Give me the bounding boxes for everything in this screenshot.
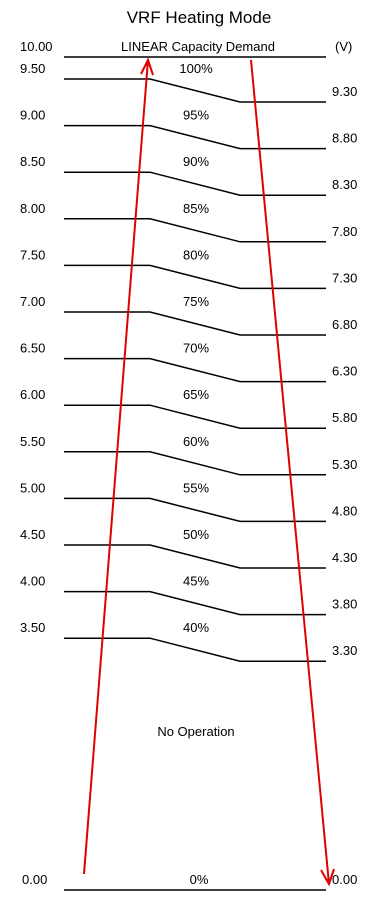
- step-off-voltage: 8.80: [332, 131, 357, 146]
- step-off-voltage: 7.80: [332, 224, 357, 239]
- bottom-percent-label: 0%: [190, 872, 209, 887]
- decrease-arrow-head: [320, 868, 335, 887]
- step-off-voltage: 6.30: [332, 364, 357, 379]
- step-on-voltage: 7.50: [20, 247, 45, 262]
- step-percent: 75%: [183, 294, 209, 309]
- step-on-voltage: 4.50: [20, 527, 45, 542]
- step-percent: 70%: [183, 341, 209, 356]
- step-on-voltage: 3.50: [20, 620, 45, 635]
- step-line: [64, 544, 326, 569]
- step-on-voltage: 5.50: [20, 434, 45, 449]
- bottom-right-voltage: 0.00: [332, 872, 357, 887]
- step-group: 9.50 100% 9.30 9.00 95% 8.80 8.50 90% 8.30 8.00 85…: [20, 61, 357, 662]
- step-percent: 45%: [183, 574, 209, 589]
- step-off-voltage: 4.80: [332, 503, 357, 518]
- increase-arrow-shaft: [83, 59, 149, 875]
- step-percent: 55%: [183, 480, 209, 495]
- increase-arrow-head: [140, 57, 154, 76]
- step-on-voltage: 6.00: [20, 387, 45, 402]
- step-line: [64, 218, 326, 243]
- bottom-left-voltage: 0.00: [22, 872, 47, 887]
- step-off-voltage: 5.80: [332, 410, 357, 425]
- step-percent: 95%: [183, 108, 209, 123]
- step-line: [64, 311, 326, 336]
- decrease-arrow-shaft: [250, 59, 330, 885]
- step-percent: 100%: [179, 61, 213, 76]
- step-off-voltage: 3.80: [332, 597, 357, 612]
- step-off-voltage: 9.30: [332, 84, 357, 99]
- step-on-voltage: 6.50: [20, 341, 45, 356]
- step-on-voltage: 9.50: [20, 61, 45, 76]
- step-off-voltage: 6.80: [332, 317, 357, 332]
- step-on-voltage: 5.00: [20, 480, 45, 495]
- step-line: [64, 171, 326, 196]
- step-off-voltage: 4.30: [332, 550, 357, 565]
- increase-arrow: [83, 57, 154, 875]
- step-percent: 80%: [183, 247, 209, 262]
- top-voltage-label: 10.00: [20, 39, 53, 54]
- step-line: [64, 497, 326, 523]
- step-on-voltage: 9.00: [20, 108, 45, 123]
- step-off-voltage: 5.30: [332, 457, 357, 472]
- step-off-voltage: 8.30: [332, 177, 357, 192]
- step-line: [64, 637, 326, 662]
- step-on-voltage: 4.00: [20, 574, 45, 589]
- step-percent: 90%: [183, 154, 209, 169]
- diagram-title: VRF Heating Mode: [127, 8, 272, 27]
- step-off-voltage: 3.30: [332, 643, 357, 658]
- step-percent: 85%: [183, 201, 209, 216]
- step-on-voltage: 8.50: [20, 154, 45, 169]
- step-line: [64, 404, 326, 429]
- step-percent: 60%: [183, 434, 209, 449]
- step-percent: 40%: [183, 620, 209, 635]
- decrease-arrow: [250, 59, 335, 887]
- step-percent: 50%: [183, 527, 209, 542]
- step-percent: 65%: [183, 387, 209, 402]
- unit-label: (V): [335, 39, 352, 54]
- step-line: [64, 124, 326, 150]
- step-off-voltage: 7.30: [332, 270, 357, 285]
- diagram-subtitle: LINEAR Capacity Demand: [121, 39, 275, 54]
- step-line: [64, 264, 326, 290]
- step-line: [64, 357, 326, 383]
- step-on-voltage: 7.00: [20, 294, 45, 309]
- step-line: [64, 590, 326, 616]
- step-line: [64, 451, 326, 476]
- step-line: [64, 78, 326, 103]
- no-operation-label: No Operation: [157, 724, 234, 739]
- step-on-voltage: 8.00: [20, 201, 45, 216]
